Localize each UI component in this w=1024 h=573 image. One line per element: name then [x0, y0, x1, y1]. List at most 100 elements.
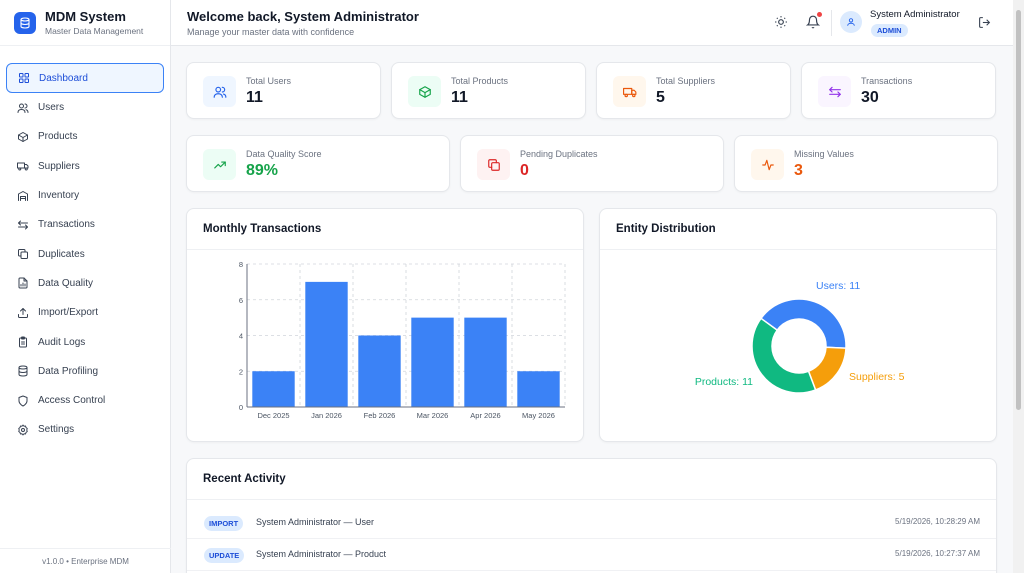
activity-time: 5/19/2026, 10:27:37 AM: [895, 549, 980, 558]
stat-value: 30: [861, 89, 879, 106]
panel-divider: [187, 249, 583, 250]
y-tick-label: 4: [239, 332, 243, 341]
sidebar-item-settings[interactable]: Settings: [6, 415, 164, 444]
sidebar-item-inventory[interactable]: Inventory: [6, 181, 164, 210]
stat-card-missing-values: Missing Values 3: [734, 135, 998, 192]
users-icon: [17, 103, 29, 113]
header: Welcome back, System Administrator Manag…: [171, 0, 1013, 46]
brand-subtitle: Master Data Management: [45, 26, 144, 36]
activity-text: System Administrator — User: [256, 517, 375, 527]
sidebar-item-transactions[interactable]: Transactions: [6, 210, 164, 239]
scrollbar[interactable]: [1013, 0, 1024, 573]
stat-value: 89%: [246, 162, 279, 179]
sidebar-item-label: Data Quality: [38, 277, 94, 289]
donut-slice: [807, 346, 847, 391]
user-name: System Administrator: [870, 9, 960, 20]
sidebar-item-products[interactable]: Products: [6, 122, 164, 151]
donut-slice: [759, 298, 847, 349]
sidebar-item-label: Import/Export: [38, 307, 99, 319]
sidebar-item-dashboard[interactable]: Dashboard: [6, 63, 164, 93]
sun-icon[interactable]: [774, 15, 788, 29]
sidebar-item-label: Suppliers: [38, 160, 80, 172]
bar: [252, 371, 295, 407]
sidebar-item-label: Audit Logs: [38, 336, 86, 348]
stat-label: Data Quality Score: [246, 149, 322, 159]
action-badge: UPDATE: [204, 548, 245, 563]
bar: [517, 371, 560, 407]
donut-slice: [751, 317, 817, 394]
sidebar-item-suppliers[interactable]: Suppliers: [6, 152, 164, 181]
stat-icon-wrap: [203, 76, 236, 107]
bar: [464, 317, 507, 407]
sidebar-item-duplicates[interactable]: Duplicates: [6, 239, 164, 268]
activity-icon: [761, 159, 774, 170]
bar: [411, 317, 454, 407]
brand: MDM System Master Data Management: [0, 0, 170, 46]
panel-divider: [600, 249, 996, 250]
truck-icon: [17, 162, 29, 171]
stat-icon-wrap: [751, 149, 784, 180]
entity-distribution-chart: Users: 11 Suppliers: 5 Products: 11: [695, 280, 905, 394]
slice-label: Users: 11: [816, 280, 860, 292]
sidebar-nav: Dashboard Users Products Suppliers Inventory…: [0, 46, 170, 445]
sidebar-item-label: Duplicates: [38, 248, 85, 260]
activity-time: 5/19/2026, 10:28:29 AM: [895, 517, 980, 526]
monthly-transactions-title: Monthly Transactions: [203, 223, 322, 235]
y-tick-label: 6: [239, 296, 243, 305]
scrollbar-thumb[interactable]: [1016, 10, 1021, 410]
stat-label: Total Products: [451, 76, 509, 86]
slice-label: Products: 11: [695, 376, 753, 388]
arrows-icon: [828, 86, 841, 97]
sidebar-item-label: Settings: [38, 424, 75, 436]
database-icon: [14, 11, 36, 34]
sidebar-item-label: Products: [38, 131, 78, 143]
sidebar-item-users[interactable]: Users: [6, 93, 164, 122]
monthly-transactions-chart: 0 2 4 6 8 Dec 2025 Jan 2026 Feb 2026 Mar 2026 Apr…: [239, 260, 566, 420]
bar: [305, 281, 348, 407]
stat-icon-wrap: [477, 149, 510, 180]
stat-icon-wrap: [408, 76, 441, 107]
sidebar-item-label: Access Control: [38, 395, 106, 407]
recent-activity-title: Recent Activity: [203, 473, 286, 485]
stat-value: 0: [520, 162, 529, 179]
users-icon: [213, 86, 226, 98]
bar: [358, 335, 401, 407]
logout-icon[interactable]: [978, 16, 991, 29]
stat-card-data-quality-score: Data Quality Score 89%: [186, 135, 450, 192]
stat-value: 5: [656, 89, 665, 106]
stat-icon-wrap: [203, 149, 236, 180]
entity-distribution-card: Entity Distribution Users: 11 Suppliers: …: [599, 208, 997, 442]
sidebar-item-label: Transactions: [38, 219, 95, 231]
activity-row: UPDATE System Administrator — Product 5/19…: [187, 539, 996, 571]
page-subtitle: Manage your master data with confidence: [187, 27, 355, 37]
sidebar: MDM System Master Data Management Dashbo…: [0, 0, 171, 573]
y-tick-label: 2: [239, 367, 243, 376]
file-chart-icon: [18, 277, 28, 289]
sidebar-item-access-control[interactable]: Access Control: [6, 386, 164, 415]
entity-distribution-title: Entity Distribution: [616, 223, 716, 235]
sidebar-item-data-profiling[interactable]: Data Profiling: [6, 357, 164, 386]
bell-icon[interactable]: [806, 15, 820, 29]
stat-icon-wrap: [613, 76, 646, 107]
stat-value: 3: [794, 162, 803, 179]
sidebar-item-audit-logs[interactable]: Audit Logs: [6, 327, 164, 356]
x-tick-label: Jan 2026: [311, 411, 342, 420]
sidebar-item-import-export[interactable]: Import/Export: [6, 298, 164, 327]
stat-label: Total Users: [246, 76, 292, 86]
slice-label: Suppliers: 5: [849, 371, 905, 383]
avatar[interactable]: [840, 11, 862, 33]
sidebar-item-data-quality[interactable]: Data Quality: [6, 269, 164, 298]
warehouse-icon: [18, 190, 28, 201]
x-tick-label: Feb 2026: [364, 411, 396, 420]
clipboard-icon: [19, 336, 27, 348]
recent-activity-card: Recent Activity IMPORT System Administrat…: [186, 458, 997, 573]
x-tick-label: Mar 2026: [417, 411, 449, 420]
gear-icon: [18, 424, 28, 436]
activity-text: System Administrator — Product: [256, 549, 387, 559]
stat-card-total-users: Total Users 11: [186, 62, 381, 119]
box-icon: [18, 131, 28, 142]
grid-icon: [19, 73, 29, 83]
page-title: Welcome back, System Administrator: [187, 9, 419, 24]
x-tick-label: May 2026: [522, 411, 555, 420]
copy-icon: [487, 158, 500, 171]
